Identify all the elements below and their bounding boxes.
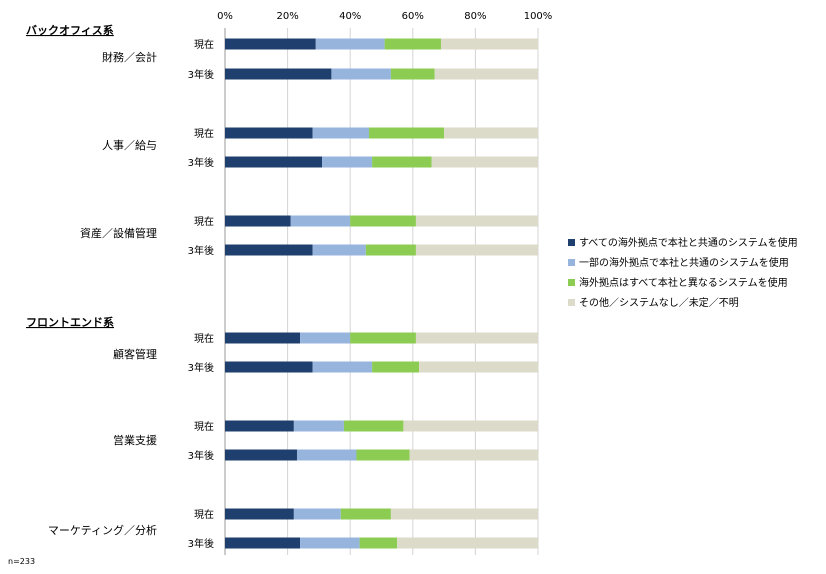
bars	[225, 38, 538, 549]
legend-swatch	[568, 239, 575, 246]
bar-segment	[372, 361, 420, 373]
bar-segment	[225, 332, 301, 344]
bar-segment	[390, 68, 435, 80]
group-label: 資産／設備管理	[80, 226, 157, 240]
bar-segment	[415, 332, 538, 344]
group-label: 営業支援	[113, 433, 157, 447]
bar-segment	[384, 38, 441, 50]
legend-label: 一部の海外拠点で本社と共通のシステムを使用	[579, 256, 789, 269]
bar-segment	[293, 420, 344, 432]
group-label: マーケティング／分析	[48, 523, 157, 537]
bar-segment	[315, 38, 385, 50]
legend-label: 海外拠点はすべて本社と異なるシステムを使用	[579, 276, 788, 289]
group-label: 人事／給与	[102, 138, 157, 152]
legend: すべての海外拠点で本社と共通のシステムを使用一部の海外拠点で本社と共通のシステム…	[568, 236, 798, 309]
x-tick-label: 80%	[464, 11, 486, 22]
x-tick-label: 100%	[524, 11, 553, 22]
bar-segment	[397, 537, 538, 549]
bar-segment	[350, 215, 416, 227]
bar-segment	[444, 127, 538, 139]
bar-segment	[340, 508, 391, 520]
bar-segment	[312, 244, 366, 256]
bar-segment	[419, 361, 538, 373]
bar-segment	[409, 449, 538, 461]
bar-segment	[368, 127, 445, 139]
row-label: 現在	[194, 509, 214, 521]
bar-segment	[350, 332, 416, 344]
row-label: 現在	[194, 216, 214, 228]
bar-segment	[365, 244, 416, 256]
x-axis-ticks: 0% 20% 40% 60% 80% 100%	[217, 11, 552, 22]
bar-segment	[296, 449, 357, 461]
bar-segment	[225, 215, 291, 227]
row-label: 3年後	[188, 449, 214, 462]
sample-size-note: n=233	[8, 557, 36, 566]
row-label: 現在	[194, 39, 214, 51]
x-tick-label: 60%	[402, 11, 424, 22]
bar-segment	[359, 537, 398, 549]
bar-segment	[390, 508, 538, 520]
bar-segment	[300, 537, 360, 549]
group-label: 財務／会計	[102, 50, 157, 64]
group-label: 顧客管理	[113, 347, 157, 361]
bar-segment	[343, 420, 404, 432]
bar-segment	[312, 361, 373, 373]
bar-segment	[415, 244, 538, 256]
bar-segment	[225, 38, 316, 50]
legend-swatch	[568, 299, 575, 306]
bar-segment	[440, 38, 538, 50]
section-title: フロントエンド系	[26, 315, 114, 329]
bar-segment	[225, 508, 294, 520]
bar-segment	[431, 156, 538, 168]
x-tick-label: 20%	[276, 11, 298, 22]
bar-segment	[225, 420, 294, 432]
bar-segment	[312, 127, 369, 139]
legend-swatch	[568, 259, 575, 266]
row-label: 3年後	[188, 68, 214, 81]
gridlines	[224, 28, 539, 555]
bar-segment	[331, 68, 391, 80]
section-title: バックオフィス系	[26, 23, 114, 37]
legend-label: すべての海外拠点で本社と共通のシステムを使用	[579, 236, 798, 249]
legend-swatch	[568, 279, 575, 286]
bar-segment	[225, 127, 313, 139]
row-label: 3年後	[188, 537, 214, 550]
bar-segment	[415, 215, 538, 227]
bar-segment	[225, 449, 297, 461]
x-tick-label: 0%	[217, 11, 233, 22]
bar-segment	[322, 156, 373, 168]
bar-segment	[290, 215, 351, 227]
bar-segment	[403, 420, 538, 432]
bar-segment	[225, 361, 313, 373]
row-label: 現在	[194, 333, 214, 345]
row-label: 現在	[194, 421, 214, 433]
bar-segment	[300, 332, 351, 344]
bar-segment	[225, 156, 323, 168]
bar-segment	[293, 508, 341, 520]
bar-segment	[225, 537, 301, 549]
bar-segment	[225, 68, 332, 80]
legend-label: その他／システムなし／未定／不明	[579, 296, 739, 309]
row-label: 3年後	[188, 361, 214, 374]
bar-segment	[372, 156, 432, 168]
row-label: 3年後	[188, 156, 214, 169]
x-tick-label: 40%	[339, 11, 361, 22]
row-label: 現在	[194, 128, 214, 140]
bar-segment	[225, 244, 313, 256]
bar-segment	[434, 68, 538, 80]
row-label: 3年後	[188, 244, 214, 257]
bar-segment	[356, 449, 410, 461]
